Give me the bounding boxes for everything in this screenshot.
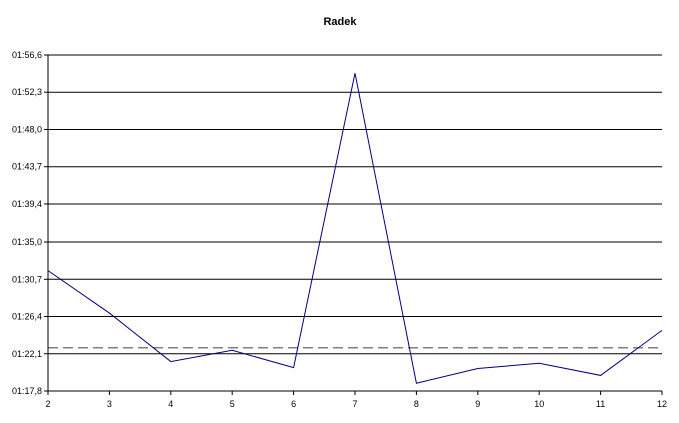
chart-title: Radek	[323, 16, 357, 28]
y-tick-label: 01:43,7	[12, 162, 42, 172]
x-tick-label: 9	[475, 399, 480, 409]
gridlines	[48, 54, 662, 355]
axes	[47, 55, 662, 392]
y-tick-label: 01:35,0	[12, 237, 42, 247]
x-tick-label: 2	[45, 399, 50, 409]
x-tick-label: 10	[534, 399, 544, 409]
y-tick-label: 01:30,7	[12, 274, 42, 284]
y-tick-label: 01:48,0	[12, 124, 42, 134]
x-tick-label: 7	[352, 399, 357, 409]
y-tick-label: 01:52,3	[12, 87, 42, 97]
y-tick-label: 01:39,4	[12, 199, 42, 209]
y-tick-label: 01:22,1	[12, 349, 42, 359]
x-tick-label: 3	[107, 399, 112, 409]
y-axis-ticks: 01:17,8 01:22,1 01:26,4 01:30,7 01:35,0 01:39…	[12, 50, 48, 396]
y-tick-label: 01:26,4	[12, 312, 42, 322]
series-line	[47, 73, 663, 384]
x-tick-label: 5	[230, 399, 235, 409]
x-tick-label: 8	[414, 399, 419, 409]
x-axis-ticks: 2 3 4 5 6 7 8 9 10 11 12	[45, 391, 667, 409]
x-tick-label: 6	[291, 399, 296, 409]
x-tick-label: 4	[168, 399, 173, 409]
x-tick-label: 12	[657, 399, 667, 409]
y-tick-label: 01:17,8	[12, 386, 42, 396]
series	[47, 73, 663, 384]
x-tick-label: 11	[596, 399, 605, 409]
y-tick-label: 01:56,6	[12, 50, 42, 60]
